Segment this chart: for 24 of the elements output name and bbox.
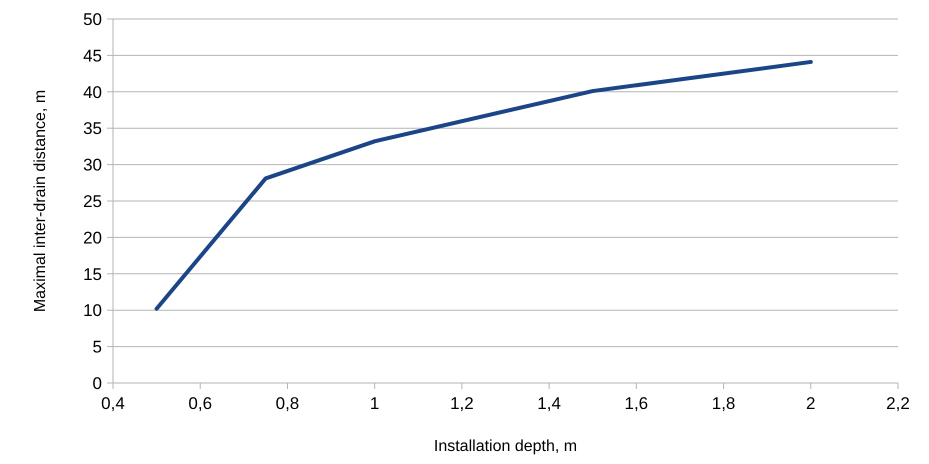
x-tick-label: 2,2 xyxy=(886,394,910,413)
y-tick-label: 50 xyxy=(83,10,102,29)
x-tick-label: 1,6 xyxy=(624,394,648,413)
y-tick-label: 25 xyxy=(83,192,102,211)
x-tick-label: 1 xyxy=(370,394,380,413)
x-tick-label: 0,6 xyxy=(188,394,212,413)
y-tick-label: 15 xyxy=(83,264,102,284)
y-tick-label: 35 xyxy=(83,119,102,138)
x-tick-label: 1,4 xyxy=(537,394,561,413)
x-tick-label: 1,8 xyxy=(712,394,736,413)
x-tick-label: 0,8 xyxy=(276,394,300,413)
y-tick-label: 10 xyxy=(83,301,102,320)
y-axis-title: Maximal inter-drain distance, m xyxy=(32,90,49,312)
y-tick-label: 5 xyxy=(92,338,102,357)
y-tick-label: 0 xyxy=(92,374,102,393)
y-tick-label: 20 xyxy=(83,228,102,248)
y-tick-label: 40 xyxy=(83,82,102,102)
line-series xyxy=(154,60,813,311)
x-tick-label: 0,4 xyxy=(101,394,125,413)
x-tick-label: 2 xyxy=(806,394,816,413)
y-tick-label: 45 xyxy=(83,46,102,66)
x-axis-title: Installation depth, m xyxy=(434,438,578,455)
y-tick-label: 30 xyxy=(83,156,102,175)
x-tick-label: 1,2 xyxy=(450,394,474,413)
